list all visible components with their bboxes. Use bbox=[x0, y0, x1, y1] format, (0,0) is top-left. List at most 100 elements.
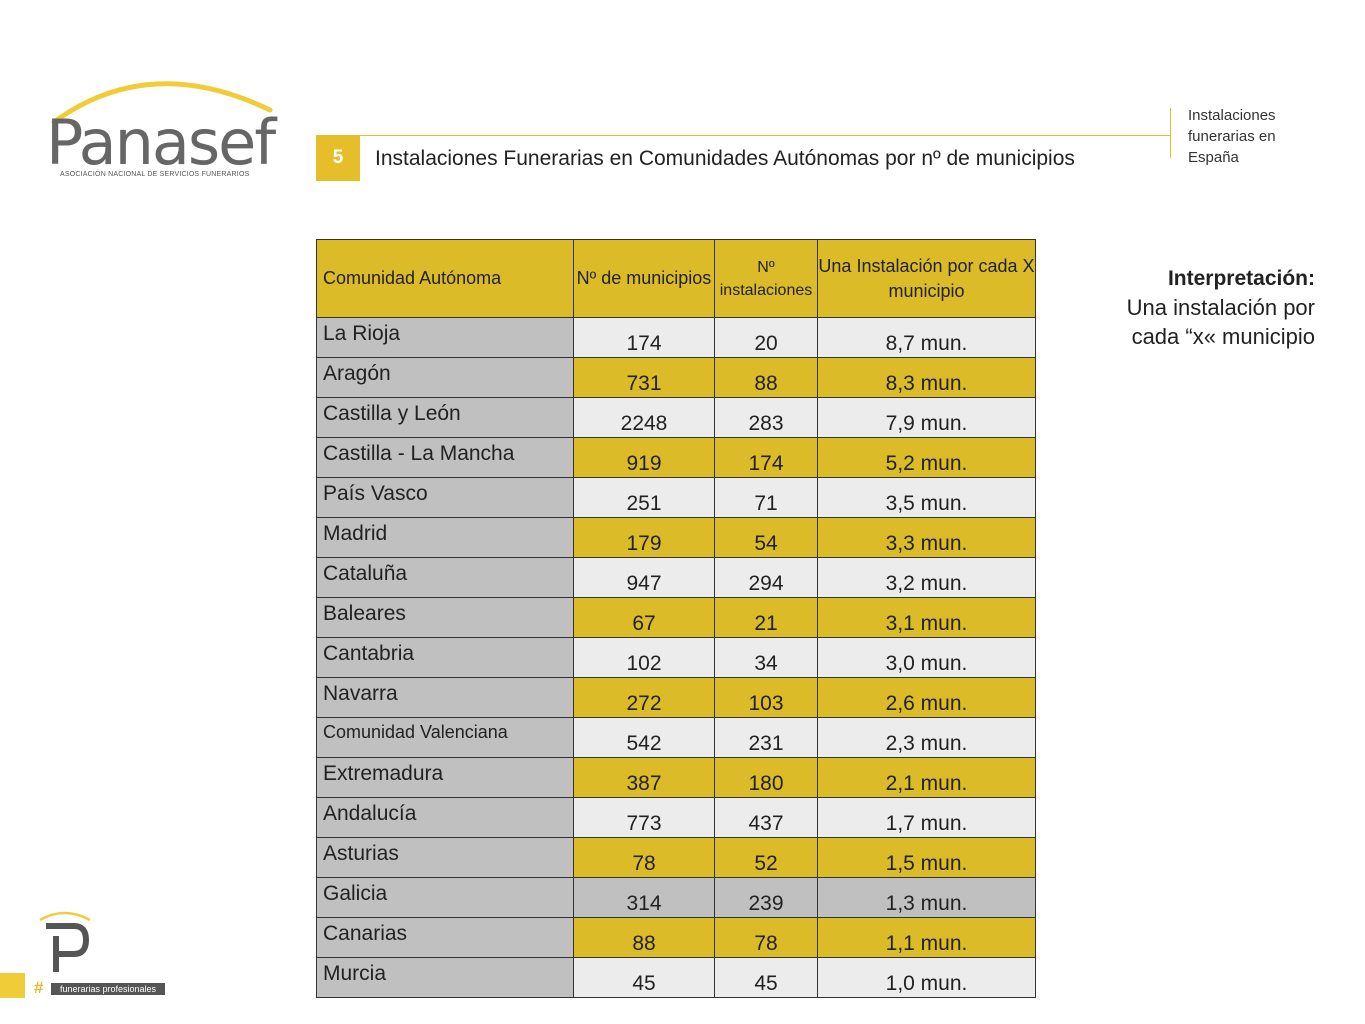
table-row: Cantabria 102 34 3,0 mun. bbox=[316, 637, 1036, 678]
instalaciones-cell: 174 bbox=[714, 437, 818, 478]
instalaciones-cell: 231 bbox=[714, 717, 818, 758]
municipios-cell: 174 bbox=[573, 317, 715, 358]
ratio-cell: 2,3 mun. bbox=[817, 717, 1036, 758]
table-row: Aragón 731 88 8,3 mun. bbox=[316, 357, 1036, 398]
ratio-cell: 3,5 mun. bbox=[817, 477, 1036, 518]
ratio-cell: 3,0 mun. bbox=[817, 637, 1036, 678]
comunidad-cell: Canarias bbox=[316, 917, 574, 958]
municipios-cell: 919 bbox=[573, 437, 715, 478]
bottom-accent-bar bbox=[0, 973, 25, 998]
municipios-cell: 731 bbox=[573, 357, 715, 398]
header-comunidad: Comunidad Autónoma bbox=[316, 239, 574, 318]
table-row: Cataluña 947 294 3,2 mun. bbox=[316, 557, 1036, 598]
ratio-cell: 2,6 mun. bbox=[817, 677, 1036, 718]
footer-badge: funerarias profesionales bbox=[51, 983, 165, 995]
table-row: Castilla - La Mancha 919 174 5,2 mun. bbox=[316, 437, 1036, 478]
comunidad-cell: Extremadura bbox=[316, 757, 574, 798]
municipios-cell: 67 bbox=[573, 597, 715, 638]
table-row: Madrid 179 54 3,3 mun. bbox=[316, 517, 1036, 558]
ratio-cell: 7,9 mun. bbox=[817, 397, 1036, 438]
table-row: Castilla y León 2248 283 7,9 mun. bbox=[316, 397, 1036, 438]
header-municipios: Nº de municipios bbox=[573, 239, 715, 318]
instalaciones-cell: 71 bbox=[714, 477, 818, 518]
ratio-cell: 3,3 mun. bbox=[817, 517, 1036, 558]
table-row: Baleares 67 21 3,1 mun. bbox=[316, 597, 1036, 638]
p-logo-icon bbox=[36, 910, 96, 980]
instalaciones-cell: 52 bbox=[714, 837, 818, 878]
municipios-cell: 251 bbox=[573, 477, 715, 518]
comunidad-cell: Navarra bbox=[316, 677, 574, 718]
instalaciones-cell: 437 bbox=[714, 797, 818, 838]
interpretation-line2: cada “x« municipio bbox=[1131, 324, 1315, 349]
instalaciones-cell: 78 bbox=[714, 917, 818, 958]
table-header-row: Comunidad Autónoma Nº de municipios Nº i… bbox=[316, 239, 1036, 318]
municipios-cell: 314 bbox=[573, 877, 715, 918]
instalaciones-cell: 54 bbox=[714, 517, 818, 558]
ratio-cell: 3,1 mun. bbox=[817, 597, 1036, 638]
table-row: Extremadura 387 180 2,1 mun. bbox=[316, 757, 1036, 798]
interpretation-title: Interpretación: bbox=[1167, 267, 1315, 290]
instalaciones-cell: 239 bbox=[714, 877, 818, 918]
ratio-cell: 5,2 mun. bbox=[817, 437, 1036, 478]
instalaciones-cell: 294 bbox=[714, 557, 818, 598]
instalaciones-cell: 180 bbox=[714, 757, 818, 798]
comunidad-cell: Baleares bbox=[316, 597, 574, 638]
ratio-cell: 8,3 mun. bbox=[817, 357, 1036, 398]
header-ratio: Una Instalación por cada X municipio bbox=[817, 239, 1036, 318]
table-row: Comunidad Valenciana 542 231 2,3 mun. bbox=[316, 717, 1036, 758]
comunidad-cell: Madrid bbox=[316, 517, 574, 558]
comunidad-cell: Castilla y León bbox=[316, 397, 574, 438]
table-row: Andalucía 773 437 1,7 mun. bbox=[316, 797, 1036, 838]
interpretation-note: Interpretación: Una instalación por cada… bbox=[1127, 264, 1315, 351]
table-row: Navarra 272 103 2,6 mun. bbox=[316, 677, 1036, 718]
table-row: País Vasco 251 71 3,5 mun. bbox=[316, 477, 1036, 518]
instalaciones-cell: 283 bbox=[714, 397, 818, 438]
table-row: La Rioja 174 20 8,7 mun. bbox=[316, 317, 1036, 358]
comunidad-cell: Cataluña bbox=[316, 557, 574, 598]
logo-wordmark: Panasef bbox=[46, 106, 276, 179]
instalaciones-cell: 20 bbox=[714, 317, 818, 358]
page-title: Instalaciones Funerarias en Comunidades … bbox=[375, 147, 1075, 170]
table-row: Canarias 88 78 1,1 mun. bbox=[316, 917, 1036, 958]
municipios-cell: 947 bbox=[573, 557, 715, 598]
comunidad-cell: Galicia bbox=[316, 877, 574, 918]
municipios-cell: 78 bbox=[573, 837, 715, 878]
section-number: 5 bbox=[316, 135, 360, 181]
table-row: Asturias 78 52 1,5 mun. bbox=[316, 837, 1036, 878]
ratio-cell: 1,0 mun. bbox=[817, 957, 1036, 998]
side-label: Instalaciones funerarias en España bbox=[1188, 107, 1276, 166]
instalaciones-cell: 34 bbox=[714, 637, 818, 678]
ratio-cell: 1,1 mun. bbox=[817, 917, 1036, 958]
ratio-cell: 1,5 mun. bbox=[817, 837, 1036, 878]
header-instalaciones: Nº instalaciones bbox=[714, 239, 818, 318]
comunidad-cell: Murcia bbox=[316, 957, 574, 998]
side-divider bbox=[1170, 108, 1171, 158]
comunidad-cell: La Rioja bbox=[316, 317, 574, 358]
instalaciones-cell: 45 bbox=[714, 957, 818, 998]
comunidad-cell: Castilla - La Mancha bbox=[316, 437, 574, 478]
municipios-cell: 387 bbox=[573, 757, 715, 798]
municipios-cell: 272 bbox=[573, 677, 715, 718]
comunidad-cell: Aragón bbox=[316, 357, 574, 398]
comunidad-cell: País Vasco bbox=[316, 477, 574, 518]
table-row: Galicia 314 239 1,3 mun. bbox=[316, 877, 1036, 918]
municipios-cell: 88 bbox=[573, 917, 715, 958]
panasef-logo: Panasef ASOCIACIÓN NACIONAL DE SERVICIOS… bbox=[40, 72, 280, 187]
municipios-cell: 102 bbox=[573, 637, 715, 678]
ratio-cell: 3,2 mun. bbox=[817, 557, 1036, 598]
table-body: La Rioja 174 20 8,7 mun. Aragón 731 88 8,3 mun.… bbox=[316, 317, 1036, 998]
municipios-cell: 45 bbox=[573, 957, 715, 998]
logo-subtitle: ASOCIACIÓN NACIONAL DE SERVICIOS FUNERAR… bbox=[60, 171, 250, 178]
municipios-cell: 773 bbox=[573, 797, 715, 838]
logo-arc-icon bbox=[51, 81, 273, 125]
table-row: Murcia 45 45 1,0 mun. bbox=[316, 957, 1036, 998]
municipios-cell: 2248 bbox=[573, 397, 715, 438]
instalaciones-cell: 21 bbox=[714, 597, 818, 638]
municipios-cell: 179 bbox=[573, 517, 715, 558]
ratio-cell: 1,3 mun. bbox=[817, 877, 1036, 918]
comunidad-cell: Andalucía bbox=[316, 797, 574, 838]
municipios-cell: 542 bbox=[573, 717, 715, 758]
instalaciones-cell: 88 bbox=[714, 357, 818, 398]
instalaciones-cell: 103 bbox=[714, 677, 818, 718]
comunidad-cell: Cantabria bbox=[316, 637, 574, 678]
